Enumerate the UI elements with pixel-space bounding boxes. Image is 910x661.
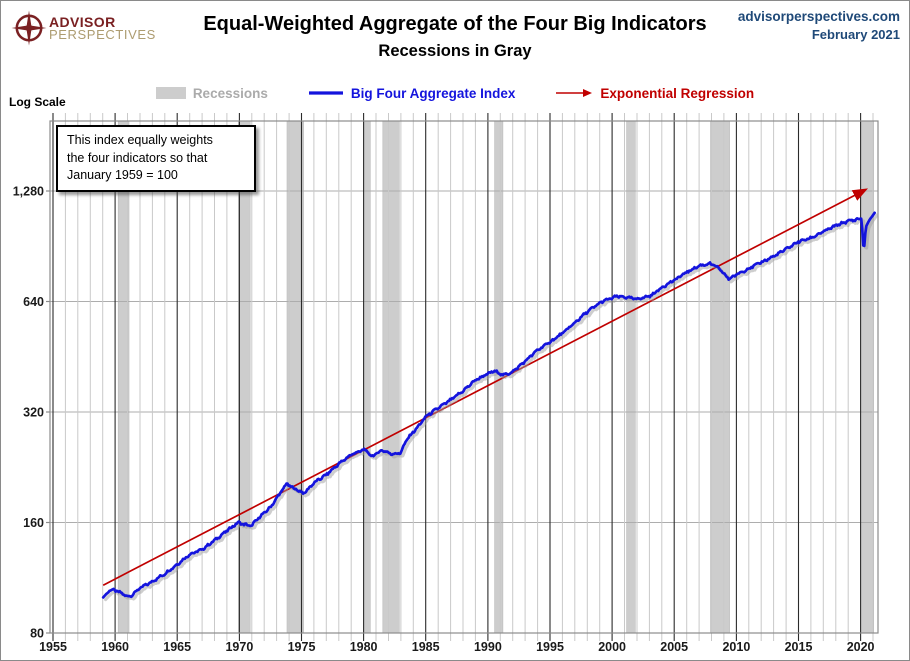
advisor-perspectives-logo: ADVISOR PERSPECTIVES <box>11 10 156 46</box>
blue-line-swatch <box>308 91 343 95</box>
recession-band <box>626 120 636 634</box>
x-axis-labels: 1955 1960 1965 1970 1975 1980 1985 1990 1995 2000… <box>39 640 874 654</box>
svg-text:320: 320 <box>23 406 44 420</box>
legend-recessions-label: Recessions <box>192 85 268 101</box>
x-gridlines <box>52 113 874 641</box>
recession-band <box>710 120 730 634</box>
svg-text:640: 640 <box>23 295 44 309</box>
aggregate-line-shadow <box>104 213 879 602</box>
svg-text:1965: 1965 <box>163 640 191 654</box>
chart-title: Equal-Weighted Aggregate of the Four Big… <box>203 13 707 35</box>
svg-text:2020: 2020 <box>847 640 875 654</box>
legend-item-recessions: Recessions <box>155 85 268 101</box>
svg-text:1970: 1970 <box>225 640 253 654</box>
annotation-line-3: January 1959 = 100 <box>67 168 178 182</box>
red-arrow-swatch <box>556 89 593 97</box>
recession-band <box>382 120 400 634</box>
legend-aggregate-label: Big Four Aggregate Index <box>350 85 516 101</box>
svg-text:2015: 2015 <box>785 640 813 654</box>
regression-line <box>102 188 869 586</box>
recession-band <box>363 120 371 634</box>
title-block: Equal-Weighted Aggregate of the Four Big… <box>1 13 909 61</box>
site-link[interactable]: advisorperspectives.com <box>737 9 900 24</box>
plot-border <box>49 120 879 634</box>
svg-text:1955: 1955 <box>39 640 67 654</box>
recessions-swatch <box>155 87 186 99</box>
y-axis-labels: 1,280 640 320 160 80 <box>13 185 50 641</box>
svg-text:80: 80 <box>30 627 44 641</box>
svg-text:160: 160 <box>23 516 44 530</box>
svg-text:1960: 1960 <box>101 640 129 654</box>
svg-text:1990: 1990 <box>474 640 502 654</box>
source-block: advisorperspectives.com February 2021 <box>738 9 900 42</box>
chart-date: February 2021 <box>811 27 900 42</box>
y-gridlines <box>50 190 878 523</box>
log-scale-note: Log Scale <box>9 95 66 109</box>
svg-text:2010: 2010 <box>722 640 750 654</box>
annotation-box: This index equally weights the four indi… <box>56 125 256 192</box>
aggregate-line <box>101 211 876 599</box>
chart-subtitle: Recessions in Gray <box>378 42 532 60</box>
legend-item-regression: Exponential Regression <box>555 86 754 101</box>
compass-rose-icon <box>11 10 47 46</box>
legend: Recessions Big Four Aggregate Index Expo… <box>1 84 909 102</box>
logo-text-advisor: ADVISOR <box>49 13 116 30</box>
svg-text:1985: 1985 <box>412 640 440 654</box>
svg-text:1980: 1980 <box>350 640 378 654</box>
recession-bands <box>117 120 874 634</box>
legend-item-aggregate-index: Big Four Aggregate Index <box>308 85 516 101</box>
annotation-line-2: the four indicators so that <box>67 150 208 165</box>
svg-text:1995: 1995 <box>536 640 564 654</box>
recession-band <box>238 120 251 634</box>
svg-text:2005: 2005 <box>660 640 688 654</box>
recession-band <box>861 120 874 634</box>
svg-text:2000: 2000 <box>598 640 626 654</box>
svg-text:1,280: 1,280 <box>13 185 44 199</box>
legend-regression-label: Exponential Regression <box>600 85 755 101</box>
logo-text-perspectives: PERSPECTIVES <box>49 26 156 42</box>
svg-text:1975: 1975 <box>288 640 316 654</box>
annotation-line-1: This index equally weights <box>67 133 213 147</box>
